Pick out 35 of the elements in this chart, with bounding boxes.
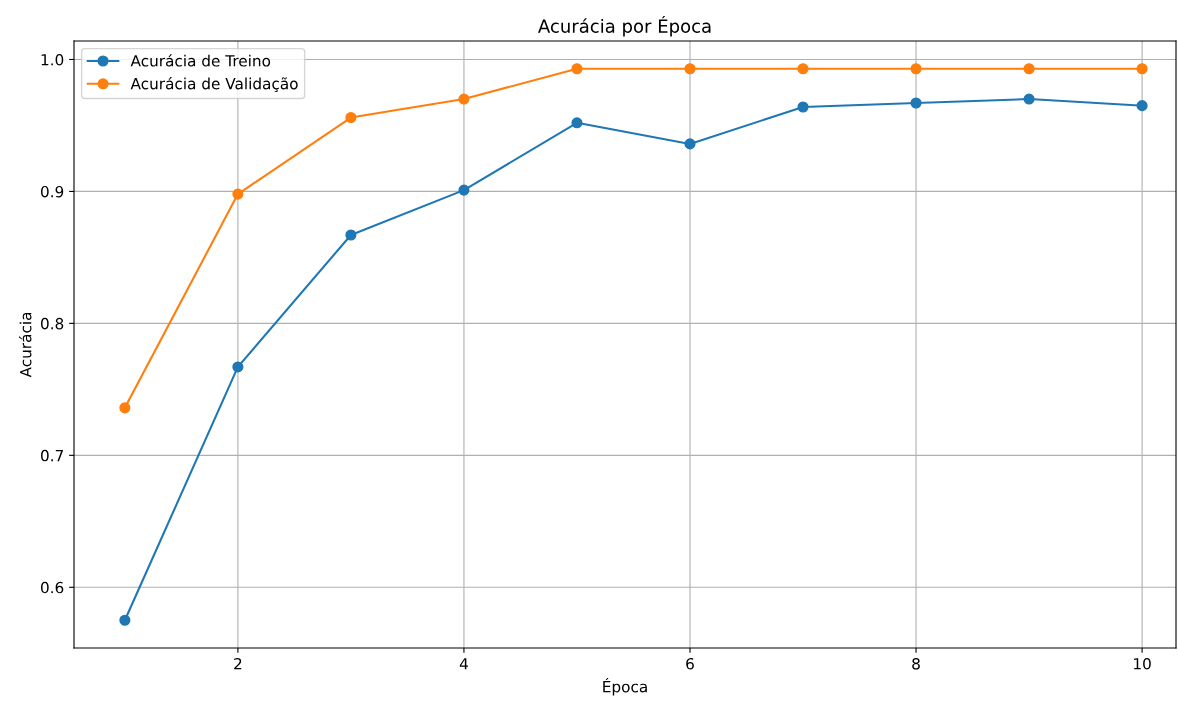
y-tick-label: 0.6 [40,581,64,594]
point [1023,63,1035,75]
point [458,93,470,105]
chart-title: Acurácia por Época [538,15,711,37]
point [232,361,244,373]
point [684,138,696,150]
x-tick-label: 10 [1134,657,1151,670]
point [910,97,922,109]
x-axis-title: Época [603,678,647,696]
point [119,614,131,626]
point [571,117,583,129]
point [910,63,922,75]
point [1023,93,1035,105]
y-tick-label: 0.7 [40,449,63,462]
legend-label: Acurácia de Treino [130,54,271,67]
y-tick-label: 0.8 [40,317,64,330]
point [797,101,809,113]
x-tick-label: 6 [686,657,694,670]
point [1136,100,1148,112]
y-tick-label: 1.0 [41,53,64,66]
point [571,63,583,75]
point [684,63,696,75]
y-tick-label: 0.9 [40,185,64,198]
y-axis-title: Acurácia [19,312,32,378]
point [1136,63,1148,75]
x-tick-label: 4 [459,658,468,670]
point [345,229,357,241]
point [797,63,809,75]
point [232,188,244,200]
legend-label: Acurácia de Validação [130,76,298,93]
point [458,184,470,196]
x-tick-label: 8 [912,657,920,670]
point [119,402,131,414]
point [345,111,357,124]
x-tick-label: 2 [234,657,242,670]
